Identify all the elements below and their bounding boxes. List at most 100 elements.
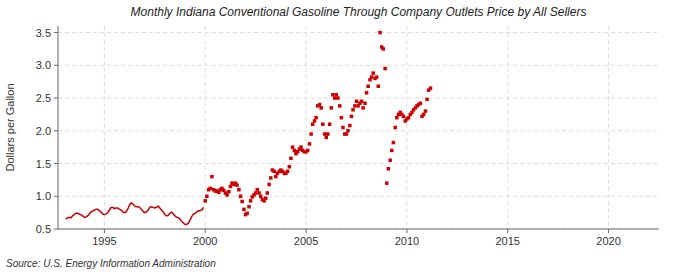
point	[291, 145, 295, 149]
point	[319, 106, 323, 110]
title: Monthly Indiana Conventional Gasoline Th…	[131, 5, 587, 19]
tick-label: 2015	[495, 235, 519, 247]
point	[309, 132, 313, 136]
point	[425, 98, 429, 102]
point	[422, 113, 426, 117]
tick	[205, 229, 206, 233]
point	[346, 129, 350, 133]
point	[382, 47, 386, 51]
point	[257, 191, 261, 195]
annotation: Source: U.S. Energy Information Administ…	[6, 258, 216, 269]
point	[239, 195, 243, 199]
tick	[104, 229, 105, 233]
tick-label: 2020	[596, 235, 620, 247]
grid-line	[608, 26, 609, 229]
point	[375, 75, 379, 79]
tick	[54, 65, 58, 66]
tick-label: 2010	[395, 235, 419, 247]
axes: 0.51.01.52.02.53.03.51995200020052010201…	[36, 26, 659, 247]
point	[341, 126, 345, 130]
point	[395, 116, 399, 120]
tick-label: 2005	[294, 235, 318, 247]
chart: 0.51.01.52.02.53.03.51995200020052010201…	[0, 0, 675, 275]
point	[311, 122, 315, 126]
tick	[608, 229, 609, 233]
point	[350, 115, 354, 119]
grid-line	[306, 26, 307, 229]
grid-line	[507, 26, 508, 229]
tick-label: 1.0	[36, 190, 51, 202]
point	[210, 175, 214, 179]
grid-line	[58, 32, 659, 33]
point	[338, 104, 342, 108]
grid-line	[104, 26, 105, 229]
point	[377, 84, 381, 88]
point	[229, 185, 233, 189]
tick	[54, 98, 58, 99]
point	[242, 208, 246, 212]
point	[264, 196, 268, 200]
tick	[54, 32, 58, 33]
point	[324, 136, 328, 140]
tick-label: 2.5	[36, 92, 51, 104]
grid-line	[205, 26, 206, 229]
tick	[54, 229, 58, 230]
point	[323, 132, 327, 136]
point	[353, 104, 357, 108]
tick	[507, 229, 508, 233]
point	[203, 199, 207, 203]
data	[66, 31, 433, 225]
point	[272, 170, 276, 174]
point	[306, 149, 310, 153]
point	[348, 124, 352, 128]
tick	[306, 229, 307, 233]
grid-line	[58, 65, 659, 66]
point	[318, 103, 322, 107]
tick-label: 3.0	[36, 59, 51, 71]
point	[387, 167, 391, 171]
point	[340, 116, 344, 120]
point	[361, 106, 365, 110]
tick-label: 3.5	[36, 27, 51, 39]
point	[371, 71, 375, 75]
y-axis-label: Dollars per Gallon	[4, 83, 16, 171]
point	[237, 188, 241, 192]
grid	[58, 26, 659, 229]
point	[351, 108, 355, 112]
point	[331, 93, 335, 97]
point	[336, 96, 340, 100]
point	[240, 200, 244, 204]
point	[293, 149, 297, 153]
point	[345, 132, 349, 136]
tick	[54, 163, 58, 164]
grid-line	[58, 130, 659, 131]
point	[326, 132, 330, 136]
point	[249, 199, 253, 203]
point	[388, 158, 392, 162]
point	[360, 100, 364, 104]
tick	[54, 196, 58, 197]
point	[321, 122, 325, 126]
x-axis-line	[58, 229, 659, 230]
grid-line	[58, 229, 659, 230]
point	[286, 170, 290, 174]
point	[330, 106, 334, 110]
tick-label: 2.0	[36, 125, 51, 137]
point	[366, 84, 370, 88]
point	[308, 142, 312, 146]
point	[313, 119, 317, 123]
point	[363, 102, 367, 106]
grid-line	[58, 196, 659, 197]
point	[266, 191, 270, 195]
point	[247, 205, 251, 209]
point	[254, 191, 257, 195]
grid-line	[406, 26, 407, 229]
y-axis-line	[58, 26, 59, 229]
point	[402, 115, 406, 119]
point	[365, 91, 369, 95]
point	[225, 193, 229, 197]
point	[419, 102, 423, 106]
tick	[406, 229, 407, 233]
point	[370, 75, 374, 79]
tick	[54, 130, 58, 131]
